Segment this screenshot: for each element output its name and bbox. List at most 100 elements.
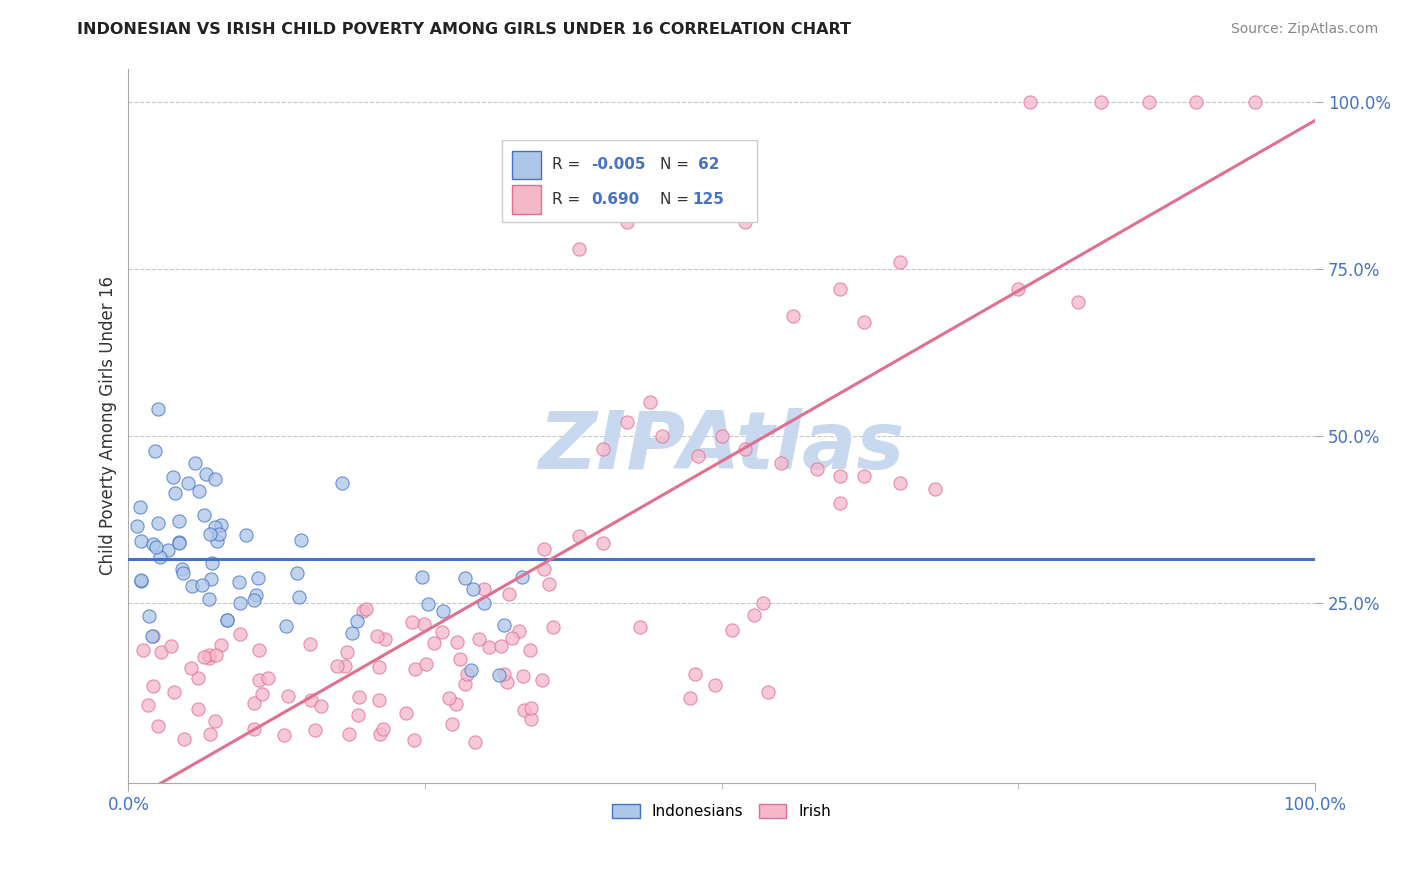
Point <box>337 727 360 741</box>
Point <box>180 661 202 675</box>
Point <box>568 529 591 543</box>
Point <box>187 484 209 499</box>
Point <box>200 527 222 541</box>
Point <box>191 578 214 592</box>
Point <box>488 668 510 682</box>
Point <box>592 442 614 457</box>
Point <box>1185 95 1208 109</box>
Point <box>537 577 560 591</box>
Point <box>243 696 266 710</box>
Point <box>533 542 555 557</box>
Text: ZIPAtlas: ZIPAtlas <box>538 409 905 486</box>
Point <box>276 618 298 632</box>
Point <box>247 643 270 657</box>
Text: 0.690: 0.690 <box>591 192 640 207</box>
Point <box>277 690 299 704</box>
Point <box>146 402 169 417</box>
Point <box>326 659 349 673</box>
Point <box>454 572 477 586</box>
Text: N =: N = <box>659 158 693 172</box>
Point <box>198 648 221 663</box>
Point <box>229 596 252 610</box>
Point <box>413 617 436 632</box>
Text: R =: R = <box>553 192 591 207</box>
Point <box>250 687 273 701</box>
Point <box>187 671 209 685</box>
Point <box>437 691 460 706</box>
Point <box>710 429 733 443</box>
Point <box>247 571 270 585</box>
Text: INDONESIAN VS IRISH CHILD POVERTY AMONG GIRLS UNDER 16 CORRELATION CHART: INDONESIAN VS IRISH CHILD POVERTY AMONG … <box>77 22 851 37</box>
Point <box>474 582 496 597</box>
Point <box>703 678 725 692</box>
Point <box>217 613 239 627</box>
Point <box>519 643 541 657</box>
FancyBboxPatch shape <box>512 151 541 179</box>
Point <box>651 429 673 443</box>
Point <box>157 543 180 558</box>
Point <box>404 733 426 747</box>
Point <box>368 660 391 674</box>
Point <box>193 650 215 665</box>
Point <box>198 651 221 665</box>
Point <box>354 602 377 616</box>
Point <box>346 614 368 628</box>
Point <box>285 566 308 581</box>
Point <box>474 596 496 610</box>
Point <box>830 468 852 483</box>
Point <box>132 643 155 657</box>
Point <box>309 698 332 713</box>
Point <box>512 703 534 717</box>
Point <box>734 215 756 229</box>
Point <box>889 255 911 269</box>
Point <box>686 449 709 463</box>
Point <box>512 668 534 682</box>
Point <box>148 516 170 530</box>
Text: -0.005: -0.005 <box>591 158 645 172</box>
Point <box>533 562 555 576</box>
Point <box>141 629 163 643</box>
Point <box>288 590 311 604</box>
Y-axis label: Child Poverty Among Girls Under 16: Child Poverty Among Girls Under 16 <box>100 277 117 575</box>
Point <box>404 662 426 676</box>
Point <box>508 624 530 639</box>
Point <box>142 537 165 551</box>
Point <box>489 639 512 653</box>
Point <box>217 613 239 627</box>
Point <box>416 597 439 611</box>
Point <box>853 468 876 483</box>
Point <box>229 627 252 641</box>
Point <box>830 282 852 296</box>
Text: 125: 125 <box>692 192 724 207</box>
Point <box>394 706 416 720</box>
Point <box>494 666 516 681</box>
Point <box>142 679 165 693</box>
Point <box>235 528 257 542</box>
Point <box>304 723 326 737</box>
Point <box>204 714 226 728</box>
Point <box>501 631 523 645</box>
Text: N =: N = <box>659 192 693 207</box>
Point <box>430 624 453 639</box>
Point <box>541 620 564 634</box>
Point <box>1244 95 1267 109</box>
Point <box>531 673 554 688</box>
Point <box>299 693 322 707</box>
Point <box>853 315 876 329</box>
Point <box>1007 282 1029 296</box>
Text: R =: R = <box>553 158 585 172</box>
Point <box>204 520 226 534</box>
Point <box>167 534 190 549</box>
Point <box>478 640 501 654</box>
Point <box>568 242 591 256</box>
Point <box>163 486 186 500</box>
Point <box>510 570 533 584</box>
Point <box>209 638 232 652</box>
Legend: Indonesians, Irish: Indonesians, Irish <box>606 797 838 825</box>
Point <box>468 632 491 646</box>
Point <box>683 667 706 681</box>
Point <box>752 595 775 609</box>
Point <box>148 719 170 733</box>
Point <box>159 640 181 654</box>
Point <box>333 659 356 673</box>
